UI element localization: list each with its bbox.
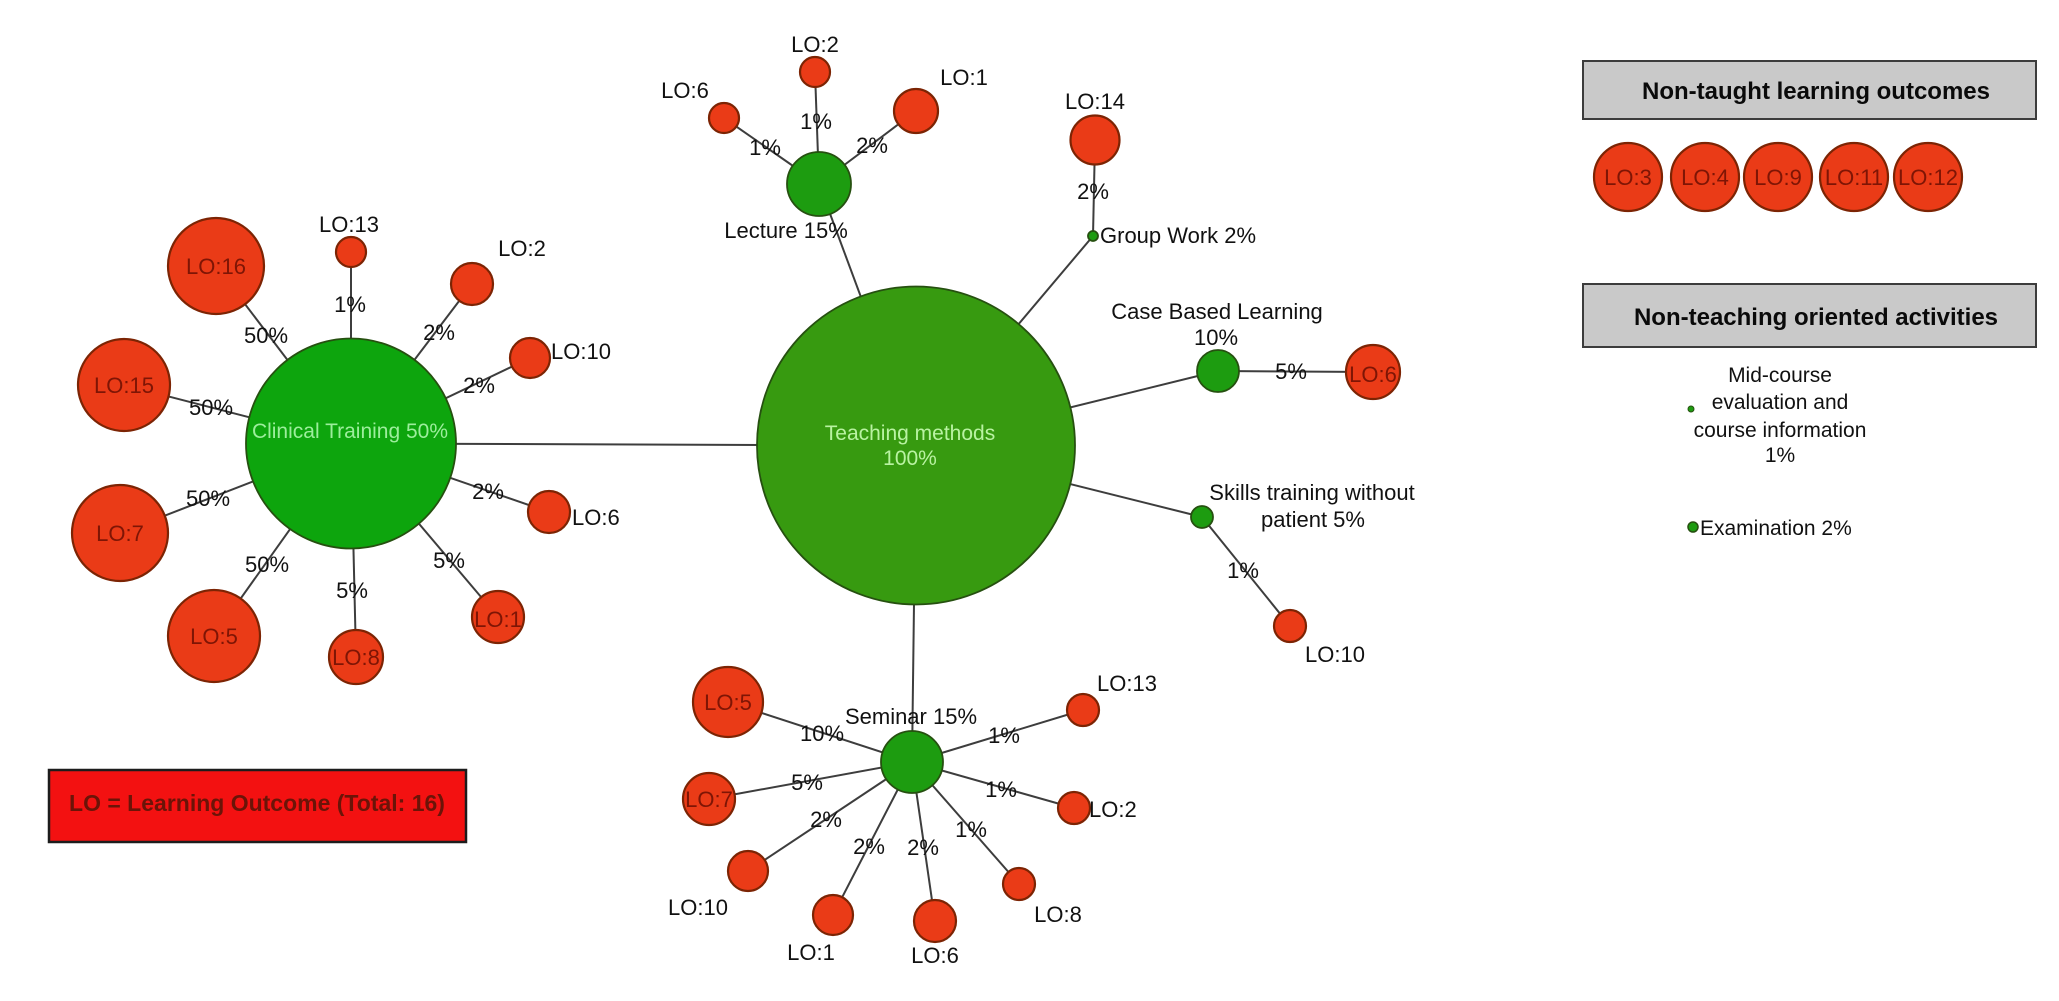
svg-text:1%: 1% [985, 777, 1017, 802]
svg-text:Non-taught learning outcomes: Non-taught learning outcomes [1642, 78, 1990, 105]
svg-text:10%: 10% [1194, 325, 1238, 350]
svg-text:50%: 50% [189, 395, 233, 420]
svg-text:LO:7: LO:7 [96, 521, 144, 546]
svg-text:Non-teaching oriented activiti: Non-teaching oriented activities [1634, 304, 1998, 331]
svg-text:LO = Learning Outcome (Total:: LO = Learning Outcome (Total: 16) [69, 790, 445, 816]
svg-text:50%: 50% [245, 552, 289, 577]
svg-text:LO:2: LO:2 [791, 32, 839, 57]
svg-text:100%: 100% [883, 447, 937, 470]
svg-text:LO:1: LO:1 [940, 65, 988, 90]
svg-text:10%: 10% [800, 721, 844, 746]
svg-text:LO:15: LO:15 [94, 373, 154, 398]
svg-text:LO:2: LO:2 [498, 236, 546, 261]
svg-text:Mid-course: Mid-course [1728, 364, 1832, 387]
svg-text:LO:6: LO:6 [572, 505, 620, 530]
svg-text:50%: 50% [244, 323, 288, 348]
svg-text:LO:10: LO:10 [668, 895, 728, 920]
svg-text:course information: course information [1694, 419, 1867, 442]
svg-text:5%: 5% [336, 578, 368, 603]
svg-text:1%: 1% [955, 817, 987, 842]
svg-text:LO:3: LO:3 [1604, 165, 1652, 190]
svg-text:LO:6: LO:6 [1349, 362, 1397, 387]
svg-text:Teaching methods: Teaching methods [825, 422, 995, 445]
svg-text:5%: 5% [1275, 359, 1307, 384]
svg-text:LO:11: LO:11 [1825, 165, 1883, 190]
svg-text:Clinical Training 50%: Clinical Training 50% [252, 420, 448, 443]
svg-text:Examination 2%: Examination 2% [1700, 517, 1852, 540]
svg-text:2%: 2% [472, 479, 504, 504]
svg-text:LO:13: LO:13 [319, 212, 379, 237]
svg-text:Lecture 15%: Lecture 15% [724, 218, 848, 243]
svg-text:LO:14: LO:14 [1065, 89, 1125, 114]
svg-text:LO:16: LO:16 [186, 254, 246, 279]
svg-text:LO:7: LO:7 [685, 787, 733, 812]
svg-text:2%: 2% [810, 807, 842, 832]
svg-text:LO:6: LO:6 [911, 943, 959, 968]
svg-text:2%: 2% [856, 133, 888, 158]
svg-text:LO:1: LO:1 [474, 607, 522, 632]
svg-text:LO:12: LO:12 [1898, 165, 1958, 190]
svg-text:50%: 50% [186, 486, 230, 511]
svg-text:2%: 2% [463, 373, 495, 398]
svg-text:2%: 2% [1077, 179, 1109, 204]
svg-text:1%: 1% [1765, 444, 1795, 467]
svg-text:2%: 2% [907, 835, 939, 860]
svg-text:patient 5%: patient 5% [1261, 507, 1365, 532]
svg-text:1%: 1% [800, 109, 832, 134]
svg-text:LO:10: LO:10 [551, 339, 611, 364]
svg-text:LO:5: LO:5 [704, 690, 752, 715]
svg-text:LO:10: LO:10 [1305, 642, 1365, 667]
svg-text:evaluation and: evaluation and [1712, 391, 1849, 414]
svg-text:2%: 2% [423, 320, 455, 345]
svg-text:5%: 5% [791, 770, 823, 795]
svg-text:Seminar 15%: Seminar 15% [845, 704, 977, 729]
svg-text:LO:6: LO:6 [661, 78, 709, 103]
svg-text:Group Work 2%: Group Work 2% [1100, 223, 1256, 248]
svg-text:Skills training without: Skills training without [1209, 480, 1414, 505]
svg-text:LO:1: LO:1 [787, 940, 835, 965]
svg-text:5%: 5% [433, 548, 465, 573]
svg-text:1%: 1% [1227, 558, 1259, 583]
svg-text:LO:5: LO:5 [190, 624, 238, 649]
svg-text:LO:13: LO:13 [1097, 671, 1157, 696]
svg-text:LO:9: LO:9 [1754, 165, 1802, 190]
svg-text:1%: 1% [988, 723, 1020, 748]
svg-text:LO:8: LO:8 [1034, 902, 1082, 927]
svg-text:LO:8: LO:8 [332, 645, 380, 670]
svg-text:LO:4: LO:4 [1681, 165, 1729, 190]
svg-text:LO:2: LO:2 [1089, 797, 1137, 822]
svg-text:2%: 2% [853, 834, 885, 859]
svg-text:Case Based Learning: Case Based Learning [1111, 299, 1323, 324]
svg-text:1%: 1% [749, 135, 781, 160]
svg-text:1%: 1% [334, 292, 366, 317]
